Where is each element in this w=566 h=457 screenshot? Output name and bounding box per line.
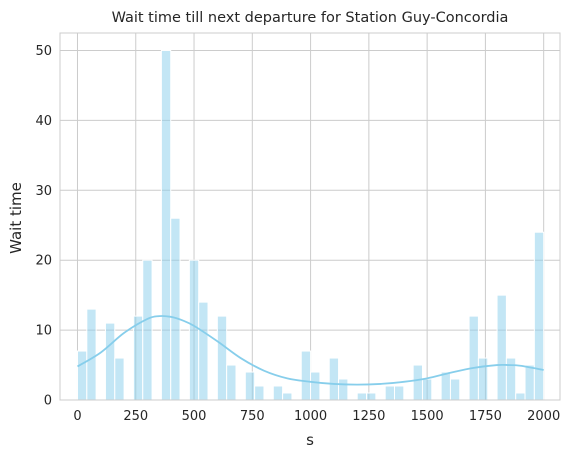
- histogram-bar: [160, 49, 172, 401]
- histogram-bar: [310, 371, 321, 401]
- y-tick-label: 30: [35, 184, 52, 199]
- histogram-bar: [132, 315, 144, 401]
- y-tick-label: 10: [35, 324, 52, 339]
- histogram-bar: [393, 385, 405, 401]
- x-tick-label: 1250: [352, 409, 385, 424]
- histogram-bar: [76, 350, 88, 401]
- x-tick-label: 1000: [294, 409, 327, 424]
- histogram-bar: [533, 231, 545, 401]
- kde-curve: [77, 315, 544, 386]
- histogram-bar: [338, 378, 349, 401]
- histogram-bar: [477, 357, 489, 401]
- chart-title: Wait time till next departure for Statio…: [112, 10, 509, 26]
- histogram-bar: [244, 371, 256, 401]
- x-tick-label: 250: [123, 409, 148, 424]
- x-tick-label: 2000: [527, 409, 560, 424]
- x-tick-label: 1500: [411, 409, 444, 424]
- histogram-bar: [515, 392, 526, 401]
- histogram-bar: [468, 315, 479, 401]
- histogram-bar: [226, 364, 237, 401]
- histogram-bar: [272, 385, 284, 401]
- y-tick-label: 0: [44, 394, 52, 409]
- histogram-bar: [449, 378, 461, 401]
- histogram-bar: [282, 392, 293, 401]
- x-tick-label: 500: [182, 409, 207, 424]
- histogram-bar: [496, 294, 507, 401]
- histogram-bar: [104, 322, 116, 401]
- y-tick-label: 50: [35, 44, 52, 59]
- x-tick-label: 0: [73, 409, 81, 424]
- histogram-bar: [188, 259, 200, 401]
- x-tick-label: 1750: [469, 409, 502, 424]
- histogram-bar: [300, 350, 312, 401]
- histogram-bar: [356, 392, 368, 401]
- y-tick-label: 40: [35, 114, 52, 129]
- histogram-bar: [384, 385, 395, 401]
- x-tick-label: 750: [240, 409, 265, 424]
- plot-frame: [59, 32, 561, 401]
- histogram-bar: [142, 259, 153, 401]
- histogram-bar: [86, 308, 97, 401]
- histogram-bar: [328, 357, 340, 401]
- histogram-bar: [254, 385, 265, 401]
- y-axis-label: Wait time: [7, 182, 25, 254]
- histogram-bar: [440, 371, 451, 401]
- histogram-bar: [170, 217, 181, 401]
- histogram-bar: [524, 364, 535, 401]
- y-tick-label: 20: [35, 254, 52, 269]
- histogram-bar: [412, 364, 423, 401]
- x-axis-label: s: [306, 431, 314, 449]
- histogram-bar: [421, 378, 433, 401]
- histogram-bar: [366, 392, 377, 401]
- histogram-bar: [198, 301, 209, 401]
- histogram-bar: [216, 315, 228, 401]
- histogram-bar: [114, 357, 125, 401]
- tick-label-layer: 0 250 500 750 1000 1250 1500 1750 2000 0 10 20 30 40 5…: [35, 44, 560, 424]
